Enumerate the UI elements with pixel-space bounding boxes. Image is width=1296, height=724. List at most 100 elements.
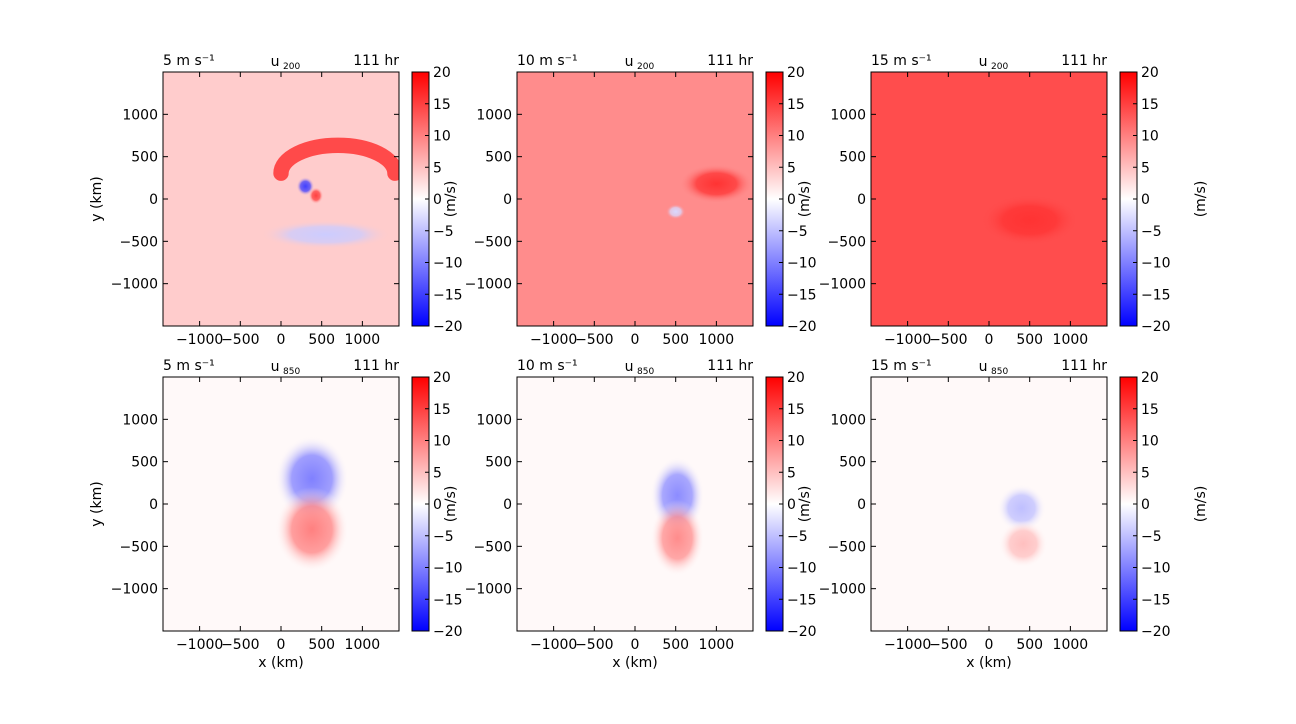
colorbar-tick-label: 20 bbox=[787, 65, 805, 81]
y-axis-label: (m/s) bbox=[443, 181, 459, 218]
title-center-subscript: 850 bbox=[991, 367, 1008, 377]
x-tick-label: −500 bbox=[929, 332, 967, 348]
x-tick-label: 1000 bbox=[699, 332, 735, 348]
colorbar-tick-label: −10 bbox=[1141, 256, 1171, 272]
feature-arc bbox=[273, 137, 399, 181]
colorbar-tick-label: −20 bbox=[1141, 319, 1171, 335]
field-features bbox=[980, 194, 1079, 246]
field-features bbox=[260, 137, 399, 249]
y-tick-label: −500 bbox=[828, 539, 866, 555]
field-background bbox=[517, 377, 753, 631]
colorbar-tick-label: −5 bbox=[787, 529, 808, 545]
y-tick-label: 1000 bbox=[476, 412, 512, 428]
title-right: 111 hr bbox=[1061, 358, 1107, 374]
x-tick-label: 0 bbox=[277, 332, 286, 348]
colorbar-tick-label: −15 bbox=[787, 287, 817, 303]
colorbar-tick-label: −5 bbox=[433, 529, 454, 545]
colorbar-tick-label: −15 bbox=[787, 592, 817, 608]
title-center-subscript: 200 bbox=[637, 62, 654, 72]
colorbar-tick-label: −15 bbox=[433, 592, 463, 608]
x-tick-label: −500 bbox=[221, 332, 259, 348]
x-tick-label: −1000 bbox=[884, 332, 931, 348]
colorbar-tick-label: −15 bbox=[433, 287, 463, 303]
y-tick-label: −500 bbox=[828, 234, 866, 250]
title-right: 111 hr bbox=[1061, 53, 1107, 69]
colorbar-tick-label: 20 bbox=[787, 370, 805, 386]
y-tick-label: 0 bbox=[149, 192, 158, 208]
title-right: 111 hr bbox=[353, 53, 399, 69]
field-background bbox=[871, 72, 1107, 326]
x-tick-label: 0 bbox=[277, 637, 286, 653]
colorbar-tick-label: −20 bbox=[1141, 624, 1171, 640]
field-background bbox=[871, 377, 1107, 631]
x-tick-label: 1000 bbox=[345, 332, 381, 348]
colorbar-tick-label: 0 bbox=[433, 192, 442, 208]
x-tick-label: 500 bbox=[308, 637, 335, 653]
x-tick-label: −1000 bbox=[176, 332, 223, 348]
x-axis-label: x (km) bbox=[966, 655, 1011, 671]
feature-band bbox=[260, 220, 391, 249]
y-tick-label: 500 bbox=[485, 150, 512, 166]
field-background bbox=[163, 377, 399, 631]
colorbar-label: (m/s) bbox=[1193, 181, 1209, 218]
y-tick-label: −1000 bbox=[111, 277, 158, 293]
x-tick-label: 0 bbox=[631, 332, 640, 348]
y-tick-label: 0 bbox=[503, 192, 512, 208]
y-tick-label: −500 bbox=[474, 234, 512, 250]
x-tick-label: 500 bbox=[308, 332, 335, 348]
colorbar-label: (m/s) bbox=[1193, 486, 1209, 523]
x-tick-label: 500 bbox=[662, 332, 689, 348]
title-center-subscript: 200 bbox=[991, 62, 1008, 72]
title-center: u bbox=[979, 54, 988, 70]
y-tick-label: −1000 bbox=[819, 582, 866, 598]
y-tick-label: −1000 bbox=[111, 582, 158, 598]
y-tick-label: 0 bbox=[857, 497, 866, 513]
x-tick-label: 1000 bbox=[699, 637, 735, 653]
colorbar-tick-label: −5 bbox=[1141, 529, 1162, 545]
title-center: u bbox=[271, 359, 280, 375]
colorbar-tick-label: 10 bbox=[433, 434, 451, 450]
y-tick-label: 1000 bbox=[122, 107, 158, 123]
x-tick-label: 1000 bbox=[1053, 332, 1089, 348]
colorbar-tick-label: −15 bbox=[1141, 287, 1171, 303]
field-background bbox=[163, 72, 399, 326]
title-left: 15 m s⁻¹ bbox=[871, 358, 932, 374]
colorbar-tick-label: 0 bbox=[787, 192, 796, 208]
colorbar-tick-label: −10 bbox=[787, 561, 817, 577]
title-right: 111 hr bbox=[707, 53, 753, 69]
title-left: 5 m s⁻¹ bbox=[163, 53, 215, 69]
colorbar-tick-label: 10 bbox=[433, 129, 451, 145]
x-tick-label: 500 bbox=[1016, 332, 1043, 348]
colorbar-tick-label: 20 bbox=[433, 370, 451, 386]
colorbar-tick-label: −5 bbox=[433, 224, 454, 240]
title-right: 111 hr bbox=[353, 358, 399, 374]
colorbar-tick-label: 15 bbox=[1141, 97, 1159, 113]
x-tick-label: 0 bbox=[985, 332, 994, 348]
y-tick-label: 500 bbox=[485, 455, 512, 471]
feature-blob bbox=[650, 499, 705, 576]
title-center-subscript: 200 bbox=[283, 62, 300, 72]
colorbar-tick-label: −15 bbox=[1141, 592, 1171, 608]
colorbar-tick-label: 5 bbox=[787, 465, 796, 481]
colorbar-tick-label: 5 bbox=[787, 160, 796, 176]
title-left: 10 m s⁻¹ bbox=[517, 53, 578, 69]
field-features bbox=[650, 457, 705, 576]
y-tick-label: −500 bbox=[474, 539, 512, 555]
field-features bbox=[665, 164, 753, 220]
colorbar-tick-label: 10 bbox=[787, 129, 805, 145]
colorbar-tick-label: −10 bbox=[433, 561, 463, 577]
colorbar-tick-label: −20 bbox=[433, 624, 463, 640]
y-tick-label: −1000 bbox=[819, 277, 866, 293]
colorbar-tick-label: −10 bbox=[1141, 561, 1171, 577]
x-tick-label: −1000 bbox=[530, 332, 577, 348]
y-axis-label: (m/s) bbox=[443, 486, 459, 523]
colorbar-tick-label: −10 bbox=[787, 256, 817, 272]
y-axis-label: (m/s) bbox=[797, 486, 813, 523]
x-tick-label: −500 bbox=[221, 637, 259, 653]
